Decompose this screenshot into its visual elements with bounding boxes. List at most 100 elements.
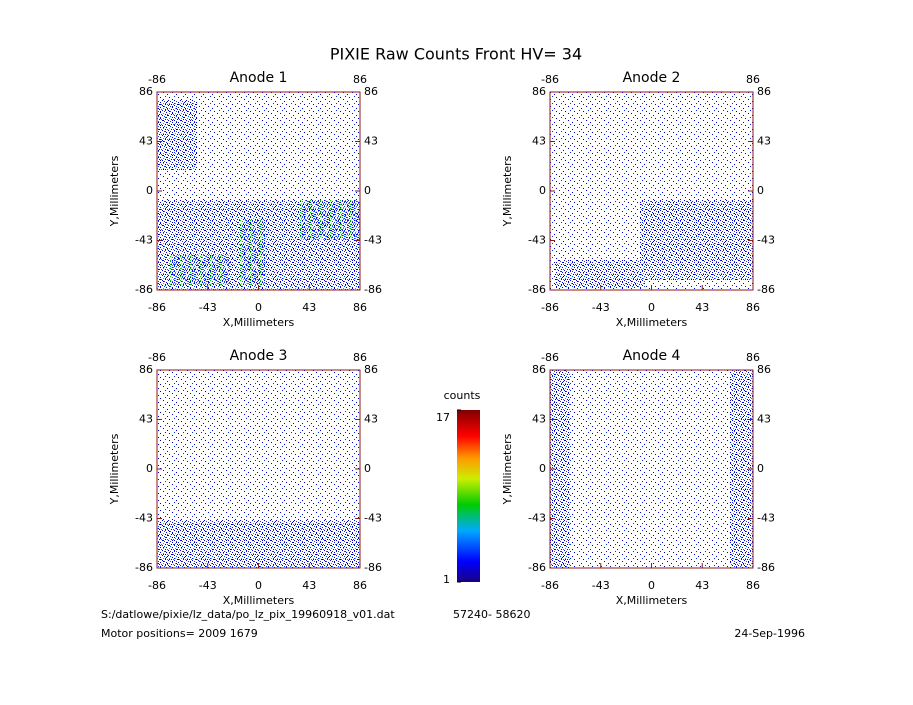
y2-tick-label: -86 xyxy=(364,561,382,574)
x-axis-label: X,Millimeters xyxy=(616,316,688,329)
y-tick-label: 86 xyxy=(139,363,153,376)
texture xyxy=(555,260,645,288)
y2-tick-label: 86 xyxy=(757,85,771,98)
x2-tick-label: -86 xyxy=(148,351,166,364)
x-tick-label: 0 xyxy=(255,301,262,314)
x-tick-label: -86 xyxy=(148,579,166,592)
panel-title: Anode 3 xyxy=(230,348,288,364)
x-axis-label: X,Millimeters xyxy=(223,594,295,607)
x-tick-label: 86 xyxy=(746,301,760,314)
texture xyxy=(240,220,265,285)
y-tick-label: -86 xyxy=(135,561,153,574)
y2-tick-label: -43 xyxy=(757,512,775,525)
x2-tick-label: 86 xyxy=(353,351,367,364)
y-tick-label: -43 xyxy=(528,512,546,525)
y-tick-label: -43 xyxy=(135,512,153,525)
x-tick-label: 86 xyxy=(353,301,367,314)
texture xyxy=(157,520,360,568)
texture xyxy=(730,370,753,568)
y2-tick-label: 86 xyxy=(364,363,378,376)
x-tick-label: 43 xyxy=(302,301,316,314)
colorbar-tick-label: 17 xyxy=(436,411,450,424)
y-tick-label: 0 xyxy=(539,184,546,197)
x-tick-label: 86 xyxy=(353,579,367,592)
y2-tick-label: 0 xyxy=(757,462,764,475)
footer-date: 24-Sep-1996 xyxy=(734,627,805,640)
y-axis-label: Y,Millimeters xyxy=(501,433,514,505)
y-tick-label: -43 xyxy=(528,234,546,247)
x-tick-label: -43 xyxy=(592,301,610,314)
y-tick-label: 43 xyxy=(139,135,153,148)
y-tick-label: 0 xyxy=(146,184,153,197)
y2-tick-label: -86 xyxy=(757,561,775,574)
y-axis-label: Y,Millimeters xyxy=(108,155,121,227)
colorbar-label: counts xyxy=(444,389,481,402)
y-tick-label: -86 xyxy=(135,283,153,296)
y-tick-label: -43 xyxy=(135,234,153,247)
y2-tick-label: 0 xyxy=(364,184,371,197)
x-tick-label: 0 xyxy=(648,301,655,314)
y-tick-label: 0 xyxy=(146,462,153,475)
y2-tick-label: -86 xyxy=(757,283,775,296)
y-axis-label: Y,Millimeters xyxy=(501,155,514,227)
x2-tick-label: -86 xyxy=(541,73,559,86)
y2-tick-label: 0 xyxy=(757,184,764,197)
texture xyxy=(170,255,230,285)
y-tick-label: 43 xyxy=(532,413,546,426)
x-tick-label: 43 xyxy=(302,579,316,592)
x-tick-label: 86 xyxy=(746,579,760,592)
x-tick-label: 0 xyxy=(648,579,655,592)
x-tick-label: 43 xyxy=(695,301,709,314)
colorbar xyxy=(457,410,480,582)
texture xyxy=(300,200,360,240)
x-tick-label: -43 xyxy=(199,579,217,592)
y2-tick-label: -86 xyxy=(364,283,382,296)
footer-file: S:/datlowe/pixie/lz_data/po_lz_pix_19960… xyxy=(101,608,395,621)
y2-tick-label: -43 xyxy=(364,234,382,247)
y2-tick-label: 43 xyxy=(757,413,771,426)
y2-tick-label: 86 xyxy=(757,363,771,376)
y2-tick-label: -43 xyxy=(364,512,382,525)
colorbar-tick-label: 1 xyxy=(443,573,450,586)
y-tick-label: 86 xyxy=(139,85,153,98)
y-tick-label: 86 xyxy=(532,363,546,376)
y2-tick-label: 86 xyxy=(364,85,378,98)
x2-tick-label: 86 xyxy=(353,73,367,86)
x-axis-label: X,Millimeters xyxy=(223,316,295,329)
y-tick-label: 86 xyxy=(532,85,546,98)
y-tick-label: -86 xyxy=(528,283,546,296)
x-axis-label: X,Millimeters xyxy=(616,594,688,607)
y2-tick-label: 0 xyxy=(364,462,371,475)
x-tick-label: 0 xyxy=(255,579,262,592)
x-tick-label: -86 xyxy=(148,301,166,314)
panel-title: Anode 4 xyxy=(623,348,681,364)
y2-tick-label: 43 xyxy=(364,135,378,148)
x2-tick-label: 86 xyxy=(746,351,760,364)
page-title: PIXIE Raw Counts Front HV= 34 xyxy=(330,45,582,64)
y-tick-label: -86 xyxy=(528,561,546,574)
panel-title: Anode 1 xyxy=(230,70,288,86)
y-tick-label: 0 xyxy=(539,462,546,475)
x-tick-label: -43 xyxy=(592,579,610,592)
y2-tick-label: -43 xyxy=(757,234,775,247)
texture xyxy=(157,100,197,170)
x-tick-label: -86 xyxy=(541,301,559,314)
footer-range: 57240- 58620 xyxy=(453,608,530,621)
texture xyxy=(640,200,753,280)
x2-tick-label: -86 xyxy=(148,73,166,86)
panel-textures xyxy=(157,92,753,568)
panel-title: Anode 2 xyxy=(623,70,681,86)
x-tick-label: 43 xyxy=(695,579,709,592)
x2-tick-label: -86 xyxy=(541,351,559,364)
y-tick-label: 43 xyxy=(139,413,153,426)
y-axis-label: Y,Millimeters xyxy=(108,433,121,505)
x-tick-label: -43 xyxy=(199,301,217,314)
texture xyxy=(550,370,753,568)
y2-tick-label: 43 xyxy=(364,413,378,426)
footer-motor: Motor positions= 2009 1679 xyxy=(101,627,258,640)
y-tick-label: 43 xyxy=(532,135,546,148)
y2-tick-label: 43 xyxy=(757,135,771,148)
x-tick-label: -86 xyxy=(541,579,559,592)
x2-tick-label: 86 xyxy=(746,73,760,86)
